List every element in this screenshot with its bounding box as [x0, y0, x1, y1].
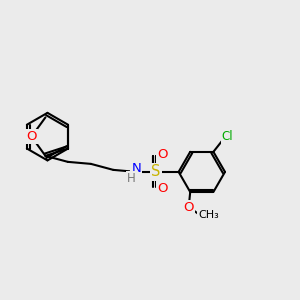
Text: CH₃: CH₃: [199, 210, 219, 220]
Text: N: N: [131, 162, 141, 176]
Text: Cl: Cl: [222, 130, 233, 143]
Text: O: O: [157, 182, 167, 195]
Text: H: H: [127, 172, 135, 185]
Text: O: O: [157, 148, 167, 161]
Text: O: O: [184, 201, 194, 214]
Text: O: O: [26, 130, 37, 143]
Text: S: S: [151, 164, 160, 179]
